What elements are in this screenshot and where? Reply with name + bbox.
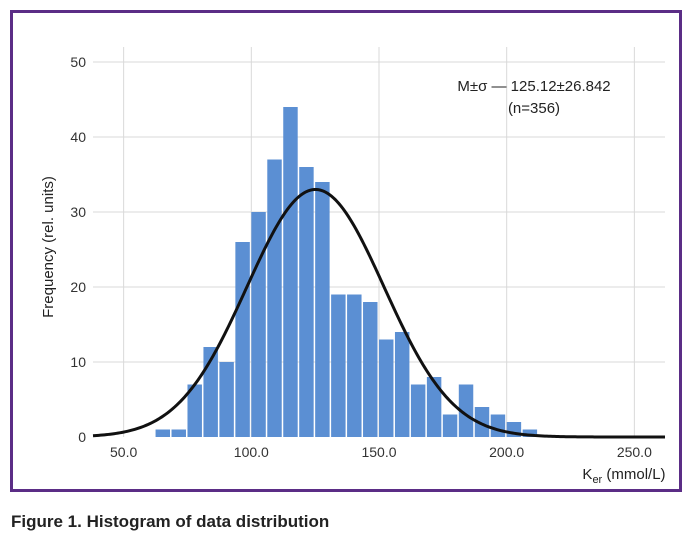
annotation-line-1: M±σ — 125.12±26.842 (457, 78, 610, 95)
histogram-bar (458, 384, 474, 437)
x-tick-label-0: 50.0 (110, 444, 137, 460)
histogram-bar (347, 294, 362, 437)
histogram-bar (522, 429, 538, 437)
annotation-line-2: (n=356) (508, 100, 560, 117)
x-axis-label-main: K (582, 466, 592, 483)
histogram-bar (267, 159, 282, 437)
histogram-bar (283, 107, 298, 437)
histogram-chart: 50.0 100.0 150.0 200.0 250.0 0 10 20 30 40 50 M±σ … (40, 47, 666, 486)
x-tick-label-4: 250.0 (617, 444, 652, 460)
y-axis-label: Frequency (rel. units) (40, 176, 57, 318)
histogram-bar (379, 339, 394, 437)
histogram-bar (474, 407, 490, 437)
histogram-bar (171, 429, 186, 437)
histogram-bar (410, 384, 426, 437)
histogram-bar (490, 414, 506, 437)
x-tick-label-1: 100.0 (234, 444, 269, 460)
histogram-bar (394, 332, 410, 437)
histogram-bar (235, 242, 250, 437)
histogram-bar (331, 294, 346, 437)
histogram-bar (219, 362, 234, 437)
histogram-bar (315, 182, 330, 437)
y-tick-label-0: 0 (78, 429, 86, 445)
histogram-bar (299, 167, 314, 437)
bar-layer (155, 107, 538, 437)
x-axis-label-rest: (mmol/L) (602, 466, 665, 483)
x-tick-label-2: 150.0 (361, 444, 396, 460)
histogram-bar (187, 384, 202, 437)
x-axis-label: Ker (mmol/L) (582, 466, 665, 486)
x-axis-label-sub: er (592, 474, 602, 486)
histogram-bar (442, 414, 458, 437)
normal-curve (92, 188, 665, 439)
histogram-bar (203, 347, 218, 437)
y-tick-label-5: 50 (70, 54, 86, 70)
curve-layer (92, 188, 665, 439)
histogram-bar (363, 302, 378, 437)
histogram-bar (426, 377, 442, 437)
y-tick-label-2: 20 (70, 279, 86, 295)
y-tick-label-4: 40 (70, 129, 86, 145)
histogram-bar (155, 429, 171, 437)
figure-frame: 50.0 100.0 150.0 200.0 250.0 0 10 20 30 40 50 M±σ … (10, 10, 682, 492)
histogram-bar (251, 212, 266, 437)
y-tick-label-1: 10 (70, 354, 86, 370)
y-tick-label-3: 30 (70, 204, 86, 220)
figure-caption: Figure 1. Histogram of data distribution (11, 512, 330, 531)
x-tick-label-3: 200.0 (489, 444, 524, 460)
tick-layer: 50.0 100.0 150.0 200.0 250.0 0 10 20 30 40 50 (70, 54, 652, 460)
